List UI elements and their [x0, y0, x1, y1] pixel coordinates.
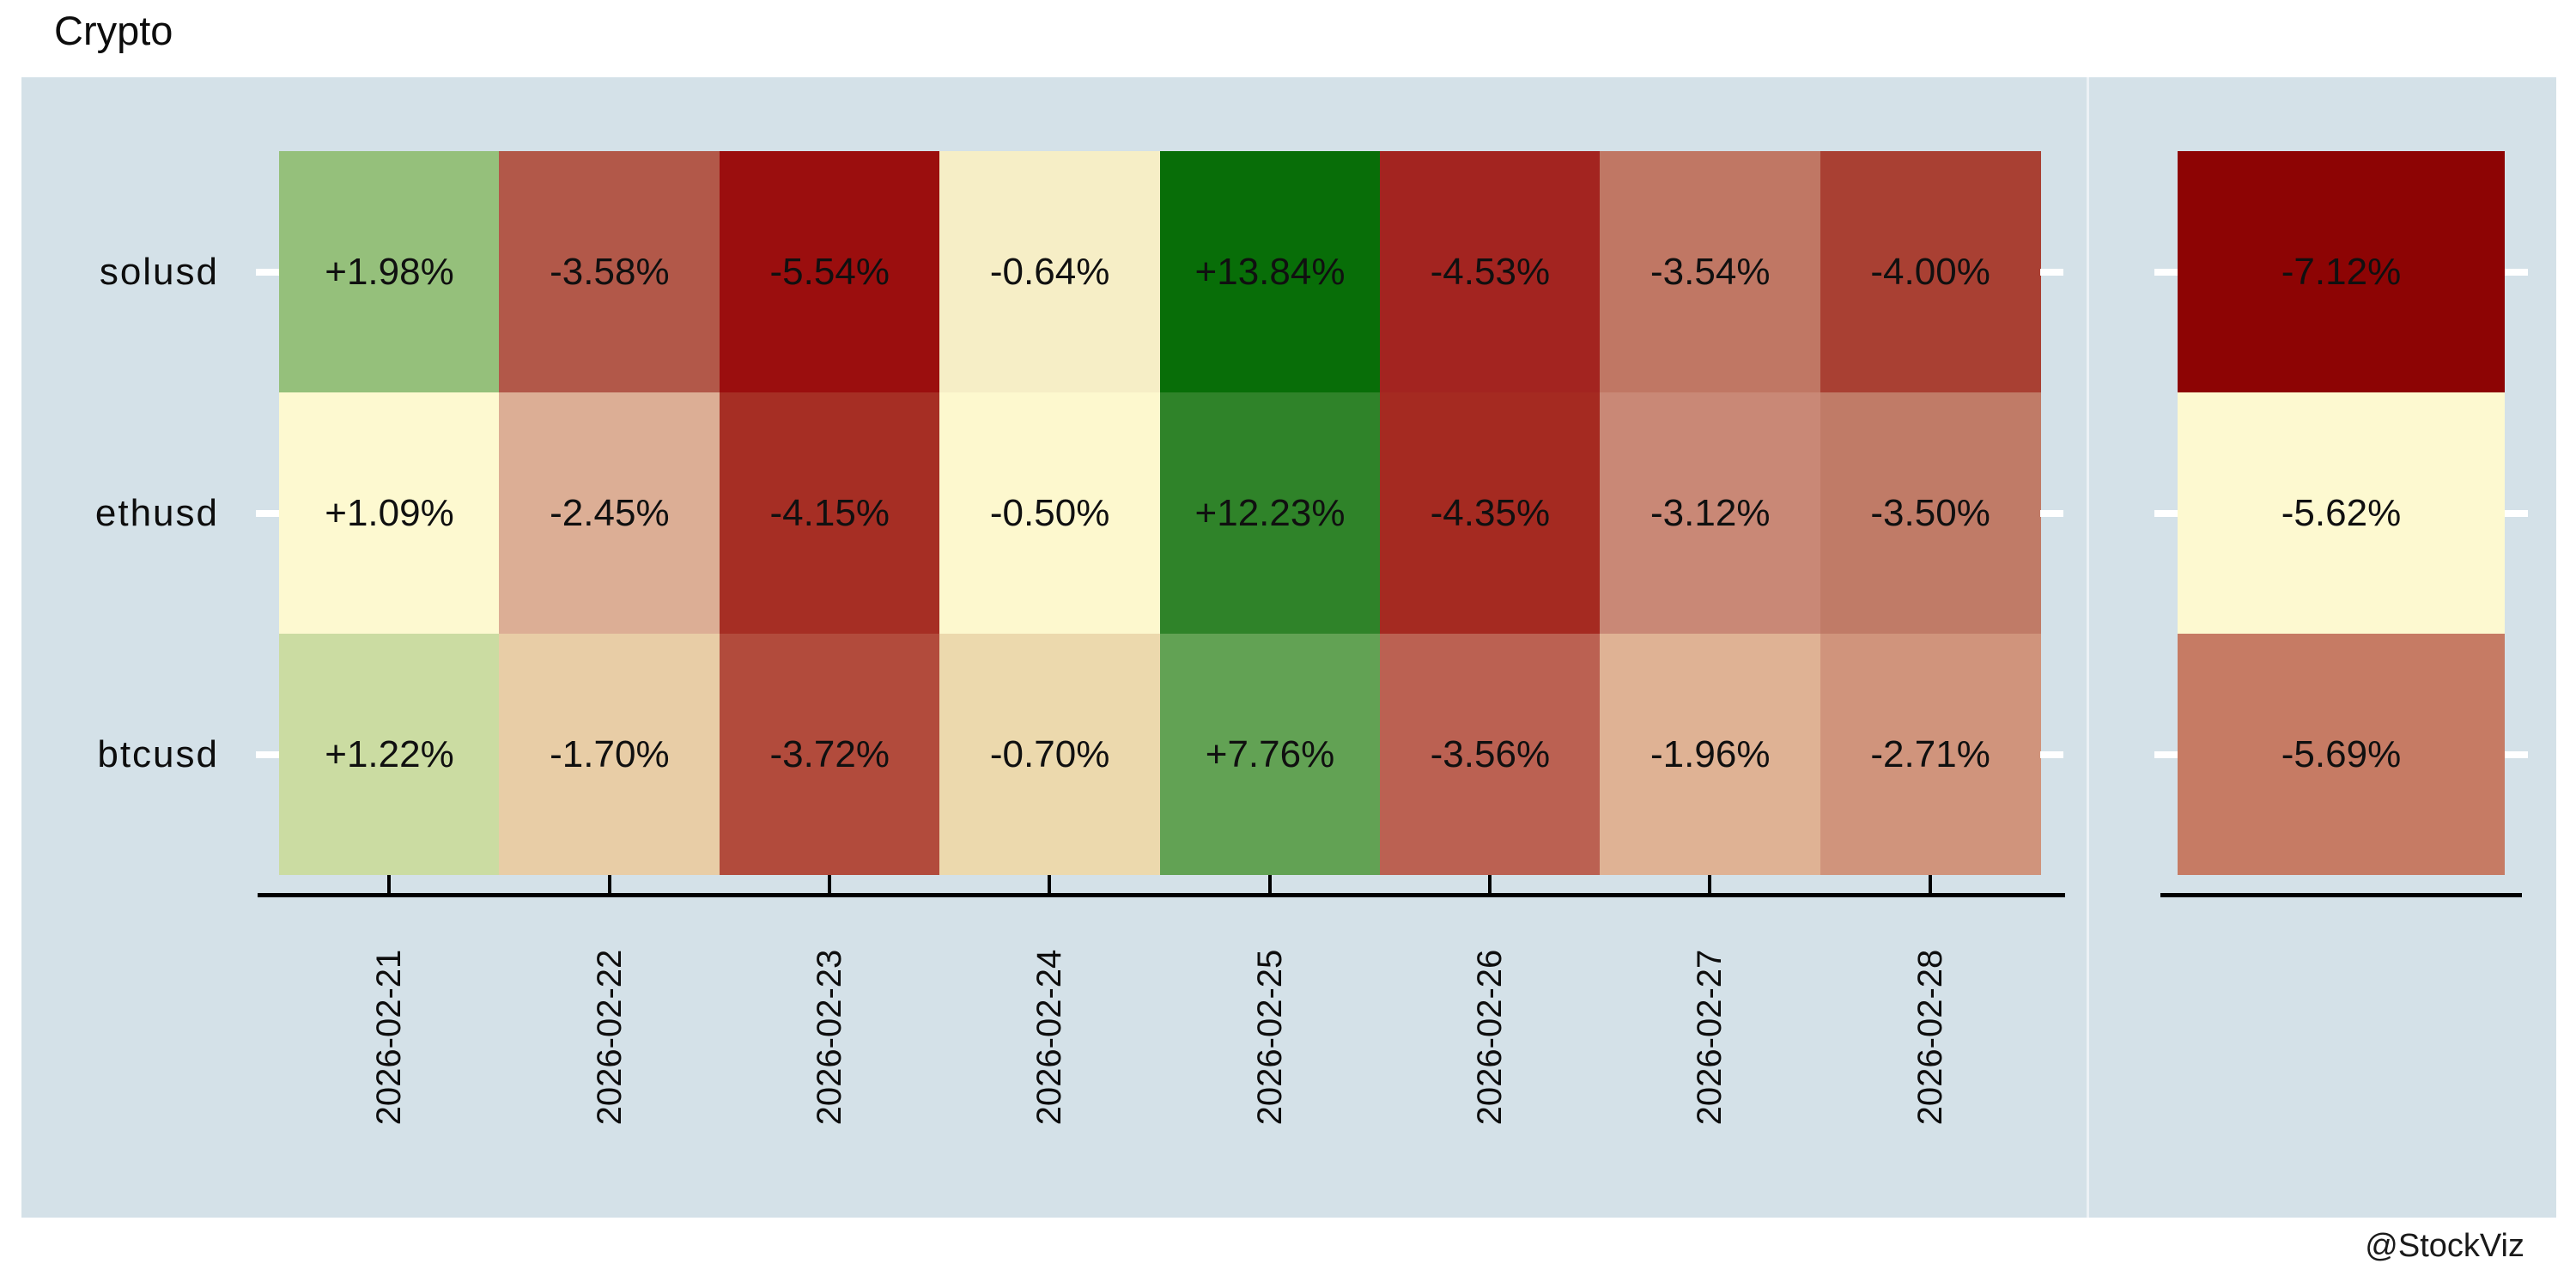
heatmap-cell-btcusd-2026-02-21: +1.22%	[279, 634, 500, 875]
heatmap-cell-ethusd-2026-02-28: -3.50%	[1820, 392, 2041, 634]
heatmap-cell-ethusd-2026-02-21: +1.09%	[279, 392, 500, 634]
row-tick	[2154, 268, 2178, 276]
heatmap-cell-solusd-2026-02-28: -4.00%	[1820, 151, 2041, 392]
row-tick	[2040, 268, 2063, 276]
heatmap-cell-btcusd-2026-02-23: -3.72%	[719, 634, 940, 875]
heatmap-cell-ethusd-2026-02-22: -2.45%	[499, 392, 720, 634]
heatmap-cell-ethusd-2026-02-26: -4.35%	[1379, 392, 1601, 634]
heatmap-cell-btcusd-2026-02-25: +7.76%	[1159, 634, 1381, 875]
col-label-2026-02-28: 2026-02-28	[1911, 949, 1949, 1126]
col-label-2026-02-24: 2026-02-24	[1030, 949, 1068, 1126]
x-axis-total	[2160, 893, 2522, 897]
heatmap-cell-solusd-2026-02-21: +1.98%	[279, 151, 500, 392]
heatmap-cell-btcusd-2026-02-22: -1.70%	[499, 634, 720, 875]
heatmap-cell-btcusd-2026-02-28: -2.71%	[1820, 634, 2041, 875]
col-tick	[1488, 875, 1492, 896]
heatmap-cell-btcusd-2026-02-24: -0.70%	[939, 634, 1161, 875]
col-tick	[1048, 875, 1051, 896]
heatmap-cell-ethusd-2026-02-24: -0.50%	[939, 392, 1161, 634]
row-tick	[256, 509, 279, 517]
col-tick	[608, 875, 611, 896]
col-tick	[387, 875, 391, 896]
row-label-ethusd: ethusd	[94, 491, 219, 534]
row-tick	[2505, 268, 2528, 276]
x-axis-main	[258, 893, 2065, 897]
row-label-btcusd: btcusd	[97, 732, 219, 775]
heatmap-cell-ethusd-2026-02-25: +12.23%	[1159, 392, 1381, 634]
page-title: Crypto	[54, 8, 173, 53]
col-tick	[1708, 875, 1711, 896]
col-tick	[1268, 875, 1272, 896]
row-tick	[2154, 750, 2178, 758]
col-label-2026-02-25: 2026-02-25	[1251, 949, 1289, 1126]
heatmap-cell-solusd-2026-02-27: -3.54%	[1600, 151, 1821, 392]
row-label-solusd: solusd	[99, 250, 219, 293]
col-tick	[828, 875, 831, 896]
row-tick	[2505, 509, 2528, 517]
col-label-2026-02-23: 2026-02-23	[811, 949, 848, 1126]
col-label-2026-02-27: 2026-02-27	[1691, 949, 1728, 1126]
row-tick	[2040, 750, 2063, 758]
heatmap-cell-solusd-2026-02-25: +13.84%	[1159, 151, 1381, 392]
heatmap-cell-btcusd-2026-02-27: -1.96%	[1600, 634, 1821, 875]
col-label-2026-02-22: 2026-02-22	[591, 949, 629, 1126]
panel-separator	[2087, 77, 2089, 1218]
row-tick	[256, 750, 279, 758]
heatmap-cell-solusd-2026-02-24: -0.64%	[939, 151, 1161, 392]
total-cell-btcusd: -5.69%	[2178, 634, 2505, 875]
heatmap-cell-solusd-2026-02-26: -4.53%	[1379, 151, 1601, 392]
row-tick	[2040, 509, 2063, 517]
row-tick	[2154, 509, 2178, 517]
heatmap-cell-solusd-2026-02-22: -3.58%	[499, 151, 720, 392]
total-cell-solusd: -7.12%	[2178, 151, 2505, 392]
col-label-2026-02-21: 2026-02-21	[370, 949, 408, 1126]
col-label-2026-02-26: 2026-02-26	[1471, 949, 1509, 1126]
heatmap-cell-btcusd-2026-02-26: -3.56%	[1379, 634, 1601, 875]
row-tick	[2505, 750, 2528, 758]
row-tick	[256, 268, 279, 276]
watermark: @StockViz	[2365, 1228, 2524, 1264]
heatmap-cell-solusd-2026-02-23: -5.54%	[719, 151, 940, 392]
heatmap-cell-ethusd-2026-02-27: -3.12%	[1600, 392, 1821, 634]
col-tick	[1929, 875, 1932, 896]
total-cell-ethusd: -5.62%	[2178, 392, 2505, 634]
heatmap-cell-ethusd-2026-02-23: -4.15%	[719, 392, 940, 634]
